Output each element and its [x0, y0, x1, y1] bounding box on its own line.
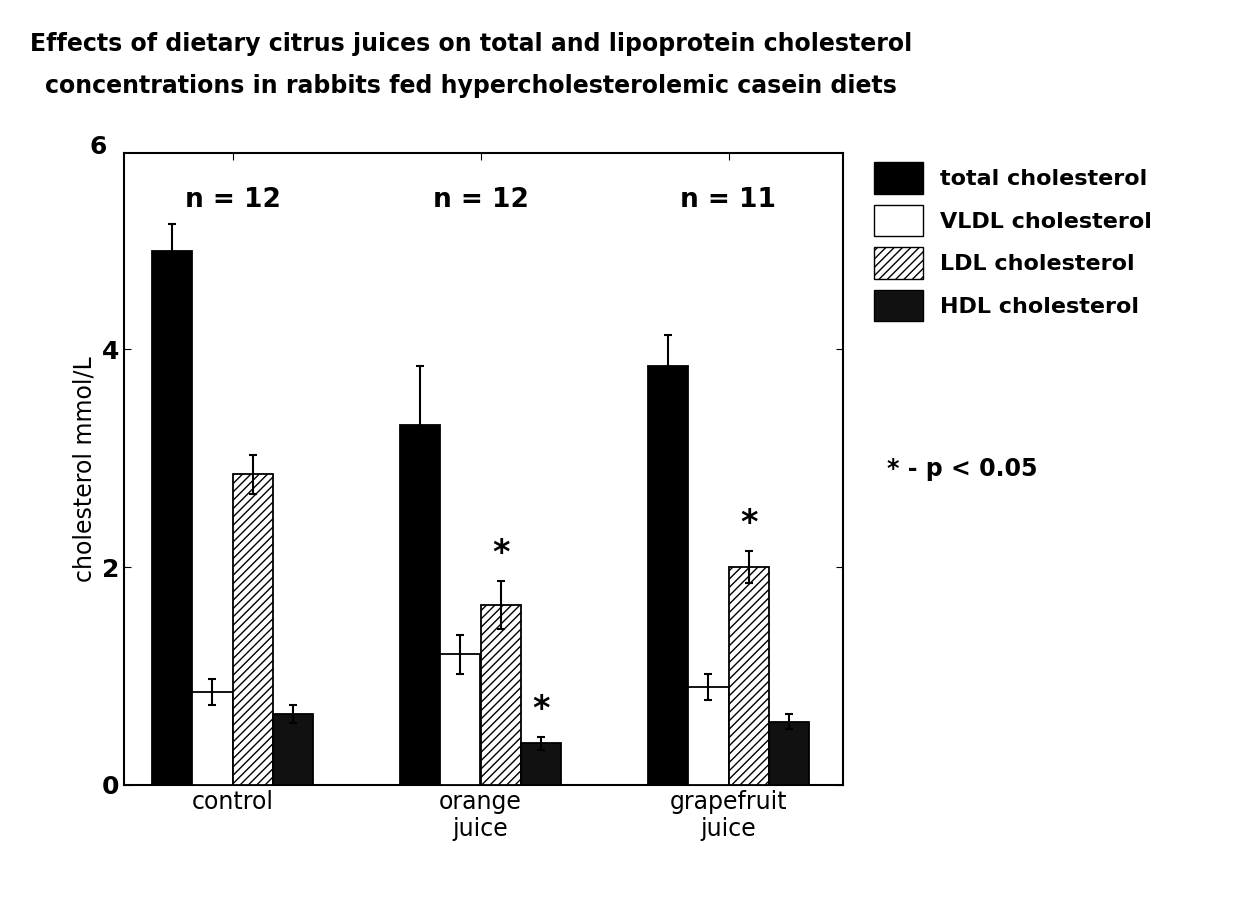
- Text: *: *: [492, 538, 510, 570]
- Text: n = 11: n = 11: [681, 188, 776, 213]
- Legend: total cholesterol, VLDL cholesterol, LDL cholesterol, HDL cholesterol: total cholesterol, VLDL cholesterol, LDL…: [864, 153, 1161, 330]
- Text: 6: 6: [89, 134, 107, 159]
- Bar: [440, 654, 480, 785]
- Text: n = 12: n = 12: [185, 188, 280, 213]
- Text: *: *: [532, 693, 549, 726]
- Bar: [151, 252, 192, 785]
- Text: Effects of dietary citrus juices on total and lipoprotein cholesterol: Effects of dietary citrus juices on tota…: [30, 32, 913, 56]
- Bar: [481, 605, 521, 785]
- Bar: [273, 714, 312, 785]
- Text: n = 12: n = 12: [433, 188, 528, 213]
- Bar: [399, 426, 440, 785]
- Text: *: *: [740, 507, 758, 539]
- Bar: [729, 567, 769, 785]
- Text: * - p < 0.05: * - p < 0.05: [887, 457, 1037, 481]
- Bar: [769, 722, 808, 785]
- Text: concentrations in rabbits fed hypercholesterolemic casein diets: concentrations in rabbits fed hyperchole…: [46, 74, 897, 98]
- Bar: [688, 686, 729, 785]
- Y-axis label: cholesterol mmol/L: cholesterol mmol/L: [72, 356, 95, 582]
- Bar: [233, 474, 273, 785]
- Bar: [521, 743, 560, 785]
- Bar: [192, 692, 233, 785]
- Bar: [647, 365, 688, 785]
